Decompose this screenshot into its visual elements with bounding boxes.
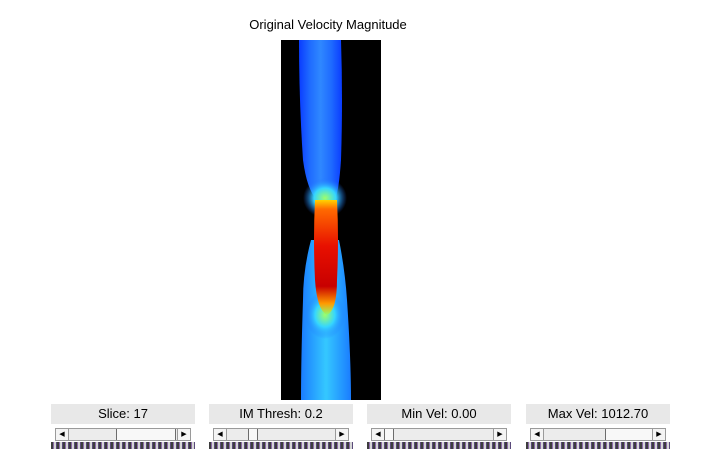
slider-thumb[interactable] [248,429,258,440]
arrow-right-icon[interactable]: ▶ [652,429,665,440]
slider-artifact [367,442,511,449]
outflow-halo [305,291,345,339]
min-vel-slider[interactable]: ◀ ▶ [371,428,507,441]
slice-control: Slice: 17 ◀ ▶ [51,404,195,449]
slider-artifact [209,442,353,449]
min-vel-label: Min Vel: 0.00 [367,404,511,424]
high-velocity-jet [314,200,338,315]
slider-thumb[interactable] [116,429,176,440]
min-vel-control: Min Vel: 0.00 ◀ ▶ [367,404,511,449]
arrow-left-icon[interactable]: ◀ [531,429,544,440]
slice-label: Slice: 17 [51,404,195,424]
im-thresh-control: IM Thresh: 0.2 ◀ ▶ [209,404,353,449]
max-vel-control: Max Vel: 1012.70 ◀ ▶ [526,404,670,449]
im-thresh-label: IM Thresh: 0.2 [209,404,353,424]
max-vel-label: Max Vel: 1012.70 [526,404,670,424]
vessel-upper [299,40,342,200]
arrow-right-icon[interactable]: ▶ [177,429,190,440]
slider-thumb[interactable] [384,429,394,440]
arrow-left-icon[interactable]: ◀ [56,429,69,440]
slider-artifact [526,442,670,449]
slider-artifact [51,442,195,449]
max-vel-slider[interactable]: ◀ ▶ [530,428,666,441]
arrow-left-icon[interactable]: ◀ [214,429,227,440]
plot-title: Original Velocity Magnitude [249,17,407,32]
arrow-right-icon[interactable]: ▶ [493,429,506,440]
slice-slider[interactable]: ◀ ▶ [55,428,191,441]
slider-thumb[interactable] [605,429,655,440]
arrow-right-icon[interactable]: ▶ [335,429,348,440]
im-thresh-slider[interactable]: ◀ ▶ [213,428,349,441]
velocity-field-svg [299,40,351,400]
velocity-magnitude-image [281,40,381,400]
